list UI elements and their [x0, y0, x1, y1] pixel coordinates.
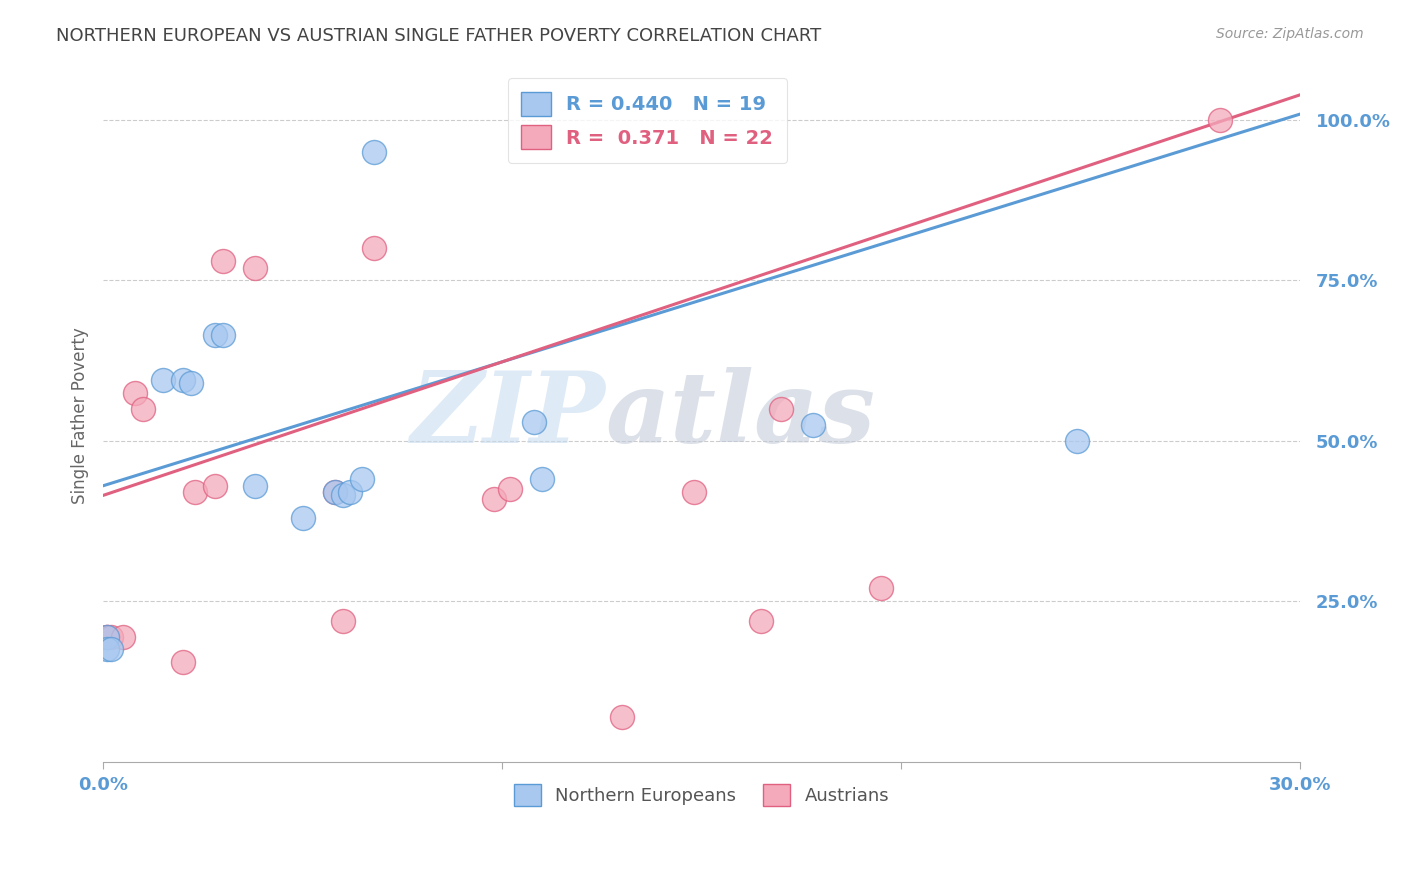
- Point: [243, 479, 266, 493]
- Point: [96, 630, 118, 644]
- Point: [1066, 434, 1088, 448]
- Point: [801, 417, 824, 432]
- Y-axis label: Single Father Poverty: Single Father Poverty: [72, 326, 89, 503]
- Point: [132, 401, 155, 416]
- Point: [352, 472, 374, 486]
- Point: [180, 376, 202, 390]
- Point: [610, 710, 633, 724]
- Point: [204, 479, 226, 493]
- Point: [291, 511, 314, 525]
- Point: [323, 485, 346, 500]
- Point: [243, 260, 266, 275]
- Point: [523, 415, 546, 429]
- Point: [100, 642, 122, 657]
- Point: [1209, 112, 1232, 127]
- Point: [482, 491, 505, 506]
- Point: [112, 630, 135, 644]
- Point: [499, 482, 522, 496]
- Legend: Northern Europeans, Austrians: Northern Europeans, Austrians: [505, 775, 898, 815]
- Point: [172, 655, 194, 669]
- Point: [682, 485, 704, 500]
- Text: ZIP: ZIP: [411, 367, 606, 464]
- Text: Source: ZipAtlas.com: Source: ZipAtlas.com: [1216, 27, 1364, 41]
- Point: [100, 630, 122, 644]
- Point: [124, 385, 146, 400]
- Point: [870, 582, 893, 596]
- Text: atlas: atlas: [606, 367, 876, 464]
- Point: [211, 254, 233, 268]
- Point: [204, 327, 226, 342]
- Point: [96, 630, 118, 644]
- Point: [332, 488, 354, 502]
- Text: NORTHERN EUROPEAN VS AUSTRIAN SINGLE FATHER POVERTY CORRELATION CHART: NORTHERN EUROPEAN VS AUSTRIAN SINGLE FAT…: [56, 27, 821, 45]
- Point: [332, 614, 354, 628]
- Point: [211, 327, 233, 342]
- Point: [152, 373, 174, 387]
- Point: [96, 630, 118, 644]
- Point: [363, 241, 385, 255]
- Point: [530, 472, 553, 486]
- Point: [172, 373, 194, 387]
- Point: [751, 614, 773, 628]
- Point: [184, 485, 207, 500]
- Point: [323, 485, 346, 500]
- Point: [363, 145, 385, 159]
- Point: [770, 401, 793, 416]
- Point: [339, 485, 361, 500]
- Point: [96, 642, 118, 657]
